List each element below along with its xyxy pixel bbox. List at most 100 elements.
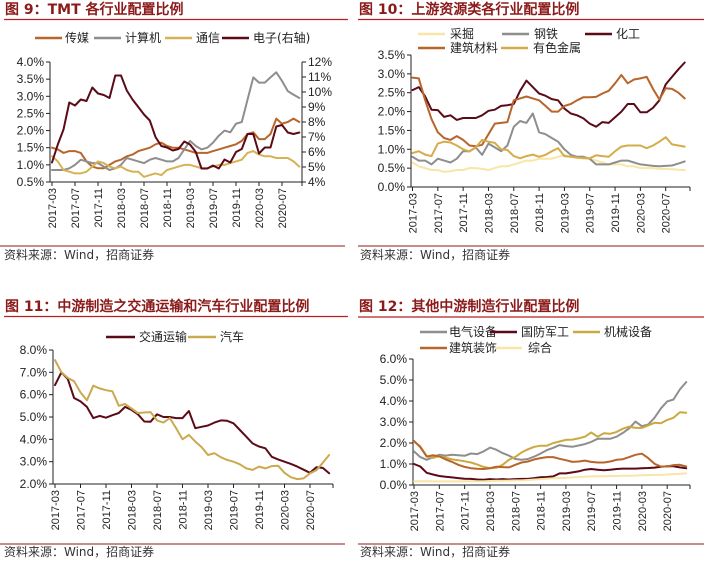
x-tick-label: 2017-07 <box>76 490 88 530</box>
legend-label: 有色金属 <box>533 40 581 55</box>
y-tick-label: 4.0% <box>17 55 45 69</box>
x-tick-label: 2017-03 <box>50 490 62 530</box>
legend-label: 化工 <box>616 27 640 41</box>
legend-label: 建筑装饰 <box>449 340 497 355</box>
series-line <box>413 472 688 483</box>
x-tick-label: 2017-11 <box>93 188 105 228</box>
x-tick-label: 2017-07 <box>70 188 82 228</box>
y-tick-label: 3.5% <box>17 72 45 86</box>
legend-label: 电气设备 <box>449 324 497 339</box>
x-tick-label: 2018-03 <box>483 193 495 233</box>
x-tick-label: 2018-11 <box>536 491 548 531</box>
x-tick-label: 2017-03 <box>47 188 59 228</box>
x-tick-label: 2019-11 <box>254 490 266 530</box>
x-tick-label: 2018-07 <box>510 491 522 531</box>
x-tick-label: 2018-07 <box>139 188 151 228</box>
y-tick-label: 3.0% <box>380 415 408 429</box>
series-line <box>413 411 688 470</box>
y-tick-label: 1.0% <box>378 142 406 156</box>
legend-label: 电子(右轴) <box>253 30 310 45</box>
source-note: 资料来源：Wind，招商证券 <box>4 247 154 262</box>
series-line <box>413 439 688 470</box>
x-tick-label: 2020-03 <box>280 490 292 530</box>
legend-label: 综合 <box>528 340 552 355</box>
legend-label: 通信 <box>196 31 220 45</box>
legend-label: 汽车 <box>220 329 244 344</box>
source-note: 资料来源：Wind，招商证券 <box>360 247 510 262</box>
series-line <box>411 74 686 148</box>
y2-tick-label: 12% <box>308 55 332 69</box>
x-tick-label: 2020-07 <box>661 193 673 233</box>
plot-area: 0.0% 0.5% 1.0% 1.5% 2.0% 2.5% 3.0% 3.5% 2017-03 2… <box>378 48 691 233</box>
y-tick-label: 0.0% <box>380 478 408 492</box>
legend-label: 钢铁 <box>534 27 558 41</box>
y-tick-label: 1.5% <box>378 123 406 137</box>
series-line <box>411 136 686 160</box>
figure-12-other-midstream: 图 12：其他中游制造行业配置比例 电气设备 国防军工 机械设备 建筑装饰 综合… <box>358 298 704 559</box>
figure-title: 图 12：其他中游制造行业配置比例 <box>359 298 579 315</box>
x-tick-label: 2017-11 <box>458 193 470 233</box>
y-tick-label: 6.0% <box>20 388 48 402</box>
y-tick-label: 2.0% <box>380 436 408 450</box>
legend: 交通运输 汽车 <box>106 329 244 344</box>
y-tick-label: 3.0% <box>378 67 406 81</box>
x-tick-label: 2018-11 <box>162 188 174 228</box>
x-tick-label: 2020-07 <box>277 188 289 228</box>
x-tick-label: 2017-07 <box>434 491 446 531</box>
series-line <box>413 381 688 461</box>
legend: 采掘 钢铁 化工 建筑材料 有色金属 <box>418 26 640 55</box>
y2-tick-label: 9% <box>308 100 326 114</box>
x-tick-label: 2019-11 <box>610 193 622 233</box>
y-tick-label: 5.0% <box>380 373 408 387</box>
legend-label: 国防军工 <box>521 324 569 339</box>
x-tick-label: 2019-03 <box>559 193 571 233</box>
legend-label: 交通运输 <box>139 329 187 344</box>
y-tick-label: 7.0% <box>20 365 48 379</box>
source-note: 资料来源：Wind，招商证券 <box>4 544 154 559</box>
x-tick-label: 2018-07 <box>152 490 164 530</box>
x-tick-label: 2019-07 <box>229 490 241 530</box>
x-tick-label: 2020-07 <box>305 490 317 530</box>
x-tick-label: 2017-03 <box>409 491 421 531</box>
y-tick-label: 1.0% <box>380 457 408 471</box>
y2-tick-label: 10% <box>308 85 332 99</box>
y-tick-label: 8.0% <box>20 343 48 357</box>
y-tick-label: 2.0% <box>20 477 48 491</box>
y-tick-label: 0.5% <box>378 161 406 175</box>
x-tick-label: 2018-07 <box>509 193 521 233</box>
plot-area: 0.5% 1.0% 1.5% 2.0% 2.5% 3.0% 3.5% 4.0% 4%5%6%7%… <box>17 55 333 228</box>
y-tick-label: 3.5% <box>378 48 406 62</box>
x-tick-label: 2019-03 <box>185 188 197 228</box>
y-tick-label: 0.5% <box>17 175 45 189</box>
y2-tick-label: 6% <box>308 145 326 159</box>
x-tick-label: 2019-07 <box>586 491 598 531</box>
legend: 传媒 计算机 通信 电子(右轴) <box>35 30 310 45</box>
series-line <box>51 150 301 178</box>
y-tick-label: 5.0% <box>20 410 48 424</box>
x-tick-label: 2020-07 <box>662 491 674 531</box>
figure-11-transport-auto: 图 11：中游制造之交通运输和汽车行业配置比例 交通运输 汽车 2.0% 3.0%… <box>0 298 348 559</box>
series-line <box>54 359 331 481</box>
figure-title: 图 10：上游资源类各行业配置比例 <box>359 1 579 18</box>
y-tick-label: 4.0% <box>20 432 48 446</box>
figure-title: 图 11：中游制造之交通运输和汽车行业配置比例 <box>5 298 309 315</box>
legend: 电气设备 国防军工 机械设备 建筑装饰 综合 <box>420 324 652 355</box>
y-tick-label: 3.0% <box>17 89 45 103</box>
figure-10-upstream-resources: 图 10：上游资源类各行业配置比例 采掘 钢铁 化工 建筑材料 有色金属 0.0… <box>358 1 704 262</box>
y-tick-label: 0.0% <box>378 180 406 194</box>
legend-label: 采掘 <box>450 26 474 41</box>
x-tick-label: 2019-03 <box>561 491 573 531</box>
y-tick-label: 2.0% <box>17 124 45 138</box>
y-tick-label: 6.0% <box>380 352 408 366</box>
x-tick-label: 2018-11 <box>534 193 546 233</box>
legend-label: 建筑材料 <box>450 40 498 55</box>
legend-label: 传媒 <box>65 30 89 45</box>
legend-label: 计算机 <box>125 30 161 45</box>
y-tick-label: 2.0% <box>378 105 406 119</box>
legend-label: 机械设备 <box>604 324 652 339</box>
figure-9-tmt: 图 9：TMT 各行业配置比例 传媒 计算机 通信 电子(右轴) 0.5% 1.0… <box>0 1 348 262</box>
source-note: 资料来源：Wind，招商证券 <box>360 544 510 559</box>
y-tick-label: 2.5% <box>17 106 45 120</box>
figure-title: 图 9：TMT 各行业配置比例 <box>5 1 184 18</box>
